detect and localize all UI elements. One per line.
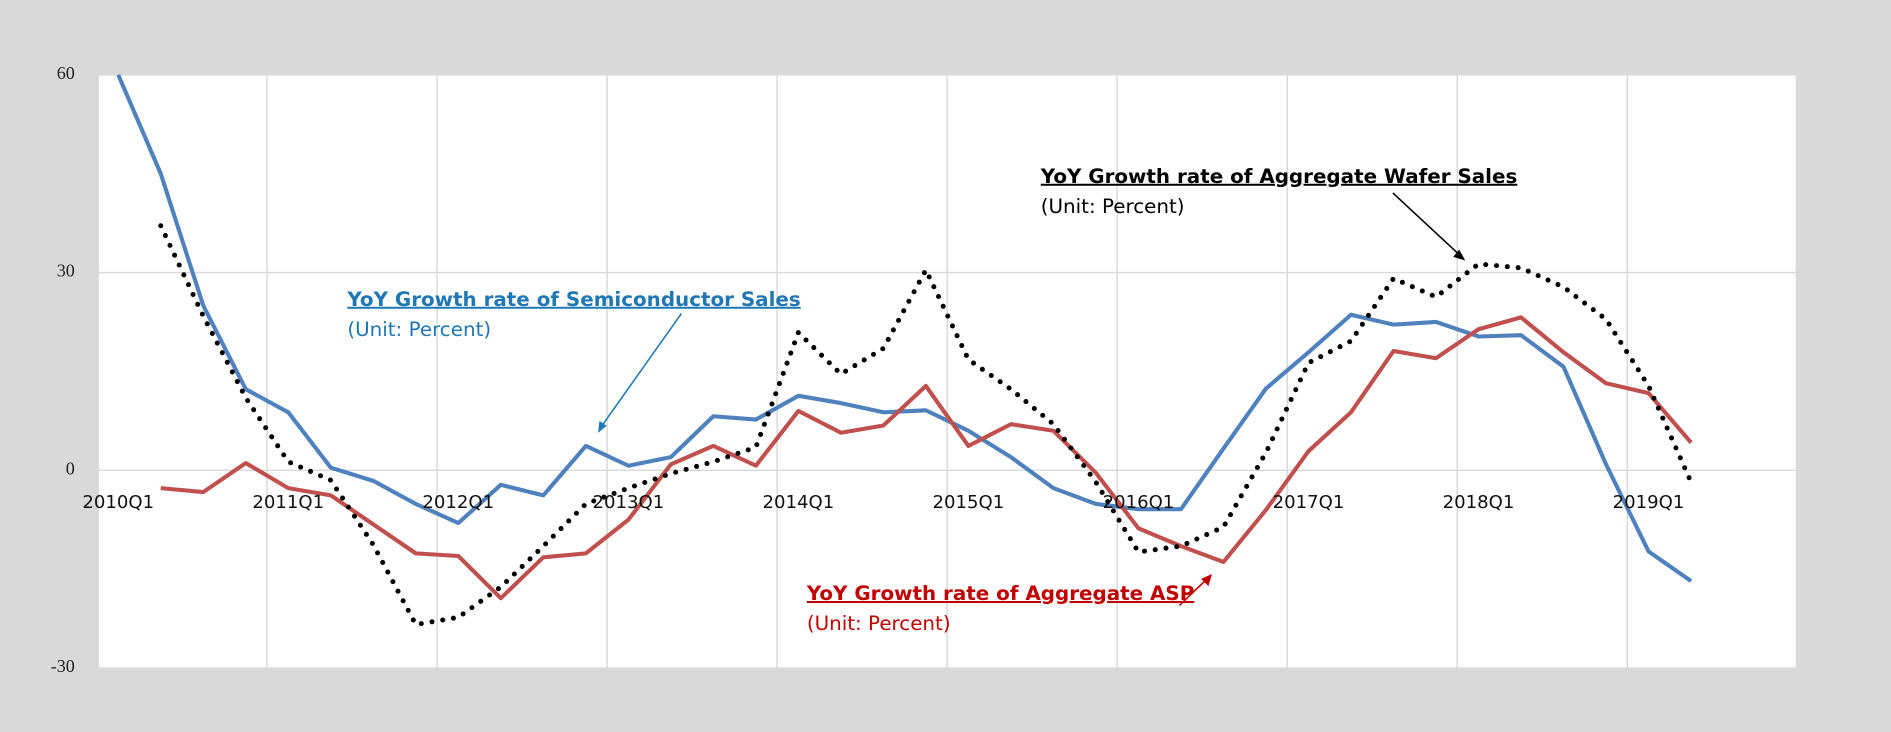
x-tick-label: 2015Q1 — [933, 492, 1005, 513]
y-tick-label: 30 — [57, 261, 75, 281]
x-tick-label: 2019Q1 — [1613, 492, 1685, 513]
annotation-title: YoY Growth rate of Aggregate ASP — [806, 582, 1194, 605]
x-tick-label: 2012Q1 — [422, 492, 494, 513]
annotation-title: YoY Growth rate of Semiconductor Sales — [346, 288, 800, 311]
annotation-unit: (Unit: Percent) — [347, 318, 491, 341]
horizontal-grid — [98, 74, 1796, 669]
annotation-title: YoY Growth rate of Aggregate Wafer Sales — [1040, 165, 1518, 188]
arrow — [1392, 192, 1463, 258]
x-tick-label: 2018Q1 — [1443, 492, 1515, 513]
x-tick-label: 2010Q1 — [82, 492, 154, 513]
arrowhead — [598, 420, 607, 433]
arrowhead — [1201, 574, 1213, 587]
x-tick-label: 2016Q1 — [1103, 492, 1175, 513]
arrowhead — [1453, 249, 1466, 261]
series-line — [160, 315, 1693, 601]
series-lines — [116, 73, 1694, 628]
x-tick-label: 2014Q1 — [763, 492, 835, 513]
x-tick-label: 2017Q1 — [1273, 492, 1345, 513]
y-tick-label: -30 — [51, 656, 75, 676]
arrow — [598, 313, 683, 430]
annotation-unit: (Unit: Percent) — [1041, 195, 1185, 218]
series-line — [116, 73, 1693, 583]
x-tick-label: 2011Q1 — [252, 492, 324, 513]
annotation-unit: (Unit: Percent) — [807, 612, 951, 635]
arrow — [1178, 577, 1209, 606]
x-tick-label: 2013Q1 — [592, 492, 664, 513]
y-tick-label: 0 — [66, 458, 75, 478]
labels: -30 0 30 60 2010Q1 2011Q1 2012Q1 2013Q1 2014Q1 20… — [51, 63, 1685, 676]
annotation-arrows — [598, 192, 1466, 606]
y-tick-label: 60 — [57, 63, 75, 83]
